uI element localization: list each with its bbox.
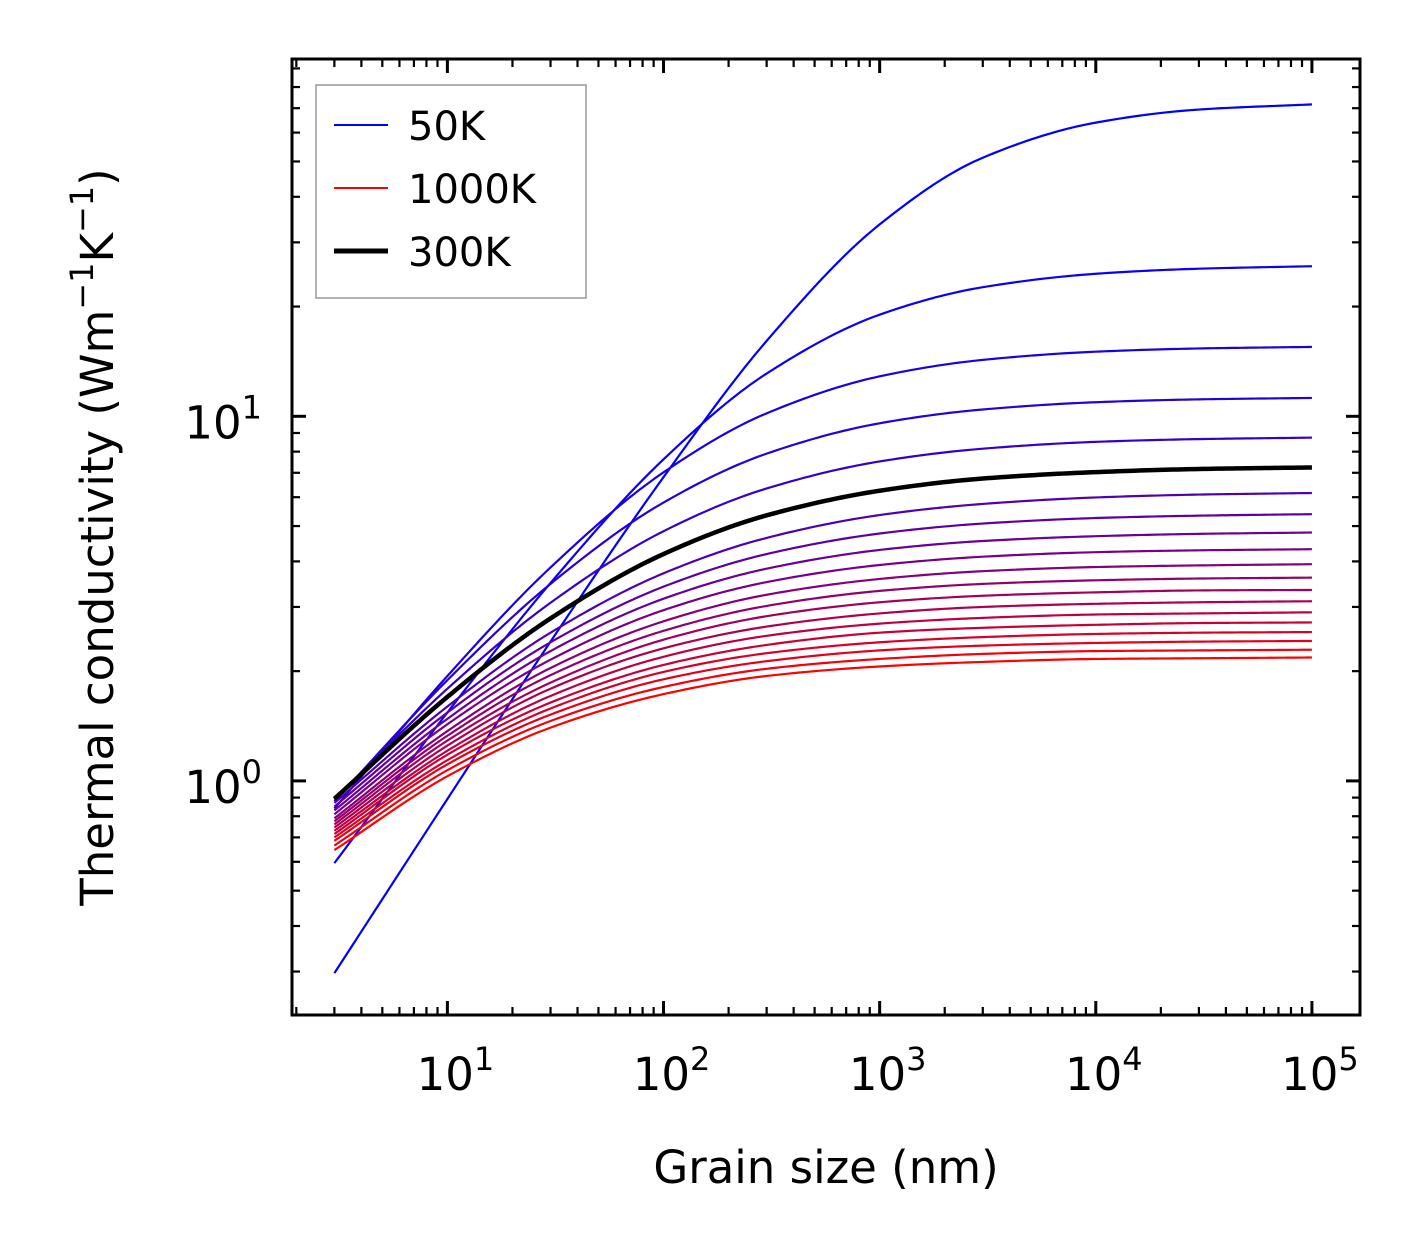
series-line-450k <box>333 531 1312 812</box>
y-axis-label-base: Thermal conductivity (Wm <box>71 310 124 907</box>
x-tick-label: 101 <box>417 1040 495 1101</box>
series-line-200k <box>333 396 1312 802</box>
x-tick-label: 104 <box>1065 1040 1143 1101</box>
y-axis-label-sup2: −1 <box>63 186 101 233</box>
series-line-250k <box>333 436 1312 801</box>
series-line-500k <box>333 548 1312 816</box>
series-line-750k <box>333 611 1312 832</box>
series-line-850k <box>333 630 1312 839</box>
y-axis-label: Thermal conductivity (Wm−1K−1) <box>63 168 124 906</box>
series-line-350k <box>333 491 1312 804</box>
y-axis-label-end: ) <box>71 168 124 186</box>
x-tick-label: 103 <box>849 1040 927 1101</box>
x-tick-label: 105 <box>1281 1040 1359 1101</box>
legend-label-1000k: 1000K <box>408 167 538 213</box>
y-tick-labels: 100 101 <box>184 388 262 814</box>
series-layer <box>332 103 1312 974</box>
series-line-800k <box>333 621 1312 835</box>
series-line-900k <box>333 639 1312 842</box>
series-line-650k <box>333 588 1312 826</box>
series-line-600k <box>333 576 1312 823</box>
legend-label-50k: 50K <box>408 104 487 150</box>
legend-frame <box>315 84 587 299</box>
legend-label-300k: 300K <box>408 230 512 276</box>
series-line-400k <box>333 513 1312 808</box>
x-tick-label: 102 <box>633 1040 711 1101</box>
series-line-100k <box>333 265 1312 864</box>
series-line-1000k <box>333 656 1312 852</box>
y-tick-label: 100 <box>184 753 262 814</box>
series-line-300k <box>332 465 1312 801</box>
x-axis-label: Grain size (nm) <box>653 1141 998 1194</box>
series-line-550k <box>333 563 1312 820</box>
series-line-700k <box>333 600 1312 829</box>
series-line-950k <box>333 648 1312 847</box>
x-tick-labels: 101 102 103 104 105 <box>417 1040 1359 1101</box>
legend: 50K 1000K 300K <box>315 84 587 299</box>
y-axis-label-mid: K <box>71 232 124 263</box>
series-line-150k <box>333 345 1312 810</box>
y-axis-label-sup1: −1 <box>63 263 101 310</box>
plot-frame <box>290 57 1362 1017</box>
y-tick-label: 101 <box>184 388 262 449</box>
